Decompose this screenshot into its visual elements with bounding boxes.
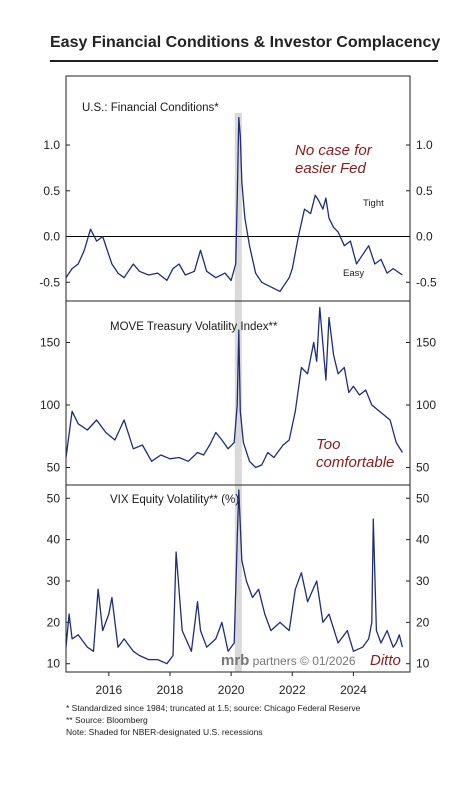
- y-tick-label-left: 50: [47, 461, 61, 475]
- watermark-brand: mrb: [221, 652, 249, 669]
- y-tick-label-left: 30: [47, 574, 61, 588]
- y-tick-label-right: 50: [416, 491, 430, 505]
- footnote-standardized: * Standardized since 1984; truncated at …: [66, 703, 361, 713]
- y-tick-label-left: 100: [40, 398, 60, 412]
- footnote-source: ** Source: Bloomberg: [66, 715, 148, 725]
- y-tick-label-right: 20: [416, 615, 430, 629]
- x-tick-label: 2022: [279, 683, 306, 697]
- watermark: mrb partners © 01/2026: [221, 652, 356, 669]
- footnote-recession-note: Note: Shaded for NBER-designated U.S. re…: [66, 727, 263, 737]
- series-line: [65, 306, 403, 469]
- y-tick-label-right: 100: [416, 398, 436, 412]
- panel-title: MOVE Treasury Volatility Index**: [110, 321, 278, 333]
- y-tick-label-right: 40: [416, 533, 430, 547]
- watermark-credit: partners © 01/2026: [249, 654, 356, 668]
- x-tick-label: 2020: [218, 683, 245, 697]
- title-rule: [50, 60, 438, 62]
- y-tick-label-left: 0.0: [43, 230, 60, 244]
- y-tick-label-right: 150: [416, 336, 436, 350]
- y-tick-label-left: 10: [47, 657, 61, 671]
- x-tick-label: 2018: [157, 683, 184, 697]
- x-tick-label: 2024: [340, 683, 367, 697]
- panel-title: U.S.: Financial Conditions*: [82, 102, 219, 114]
- panel-title: VIX Equity Volatility** (%): [110, 494, 239, 506]
- chart-title: Easy Financial Conditions & Investor Com…: [50, 34, 441, 51]
- label-tight: Tight: [363, 198, 384, 209]
- y-tick-label-left: 150: [40, 336, 60, 350]
- label-easy: Easy: [343, 268, 364, 279]
- y-tick-label-right: 1.0: [416, 138, 433, 152]
- y-tick-label-right: 30: [416, 574, 430, 588]
- series-line: [65, 116, 403, 293]
- y-tick-label-right: 10: [416, 657, 430, 671]
- recession-shading: [234, 113, 242, 672]
- y-tick-label-right: -0.5: [416, 275, 437, 289]
- plot-frame: [65, 75, 411, 673]
- y-tick-label-left: 0.5: [43, 184, 60, 198]
- series-line: [65, 489, 404, 665]
- annotation-ditto: Ditto: [370, 652, 401, 669]
- y-tick-label-left: 20: [47, 615, 61, 629]
- y-tick-label-left: -0.5: [39, 275, 60, 289]
- annotation-comfortable: comfortable: [316, 454, 394, 471]
- y-tick-label-right: 0.0: [416, 230, 433, 244]
- x-tick-label: 2016: [95, 683, 122, 697]
- y-tick-label-left: 1.0: [43, 138, 60, 152]
- y-tick-label-left: 50: [47, 491, 61, 505]
- annotation-too: Too: [316, 436, 340, 453]
- y-tick-label-left: 40: [47, 533, 61, 547]
- annotation-no-case: No case for: [295, 142, 373, 159]
- y-tick-label-right: 50: [416, 461, 430, 475]
- annotation-easier-fed: easier Fed: [295, 160, 367, 177]
- y-tick-label-right: 0.5: [416, 184, 433, 198]
